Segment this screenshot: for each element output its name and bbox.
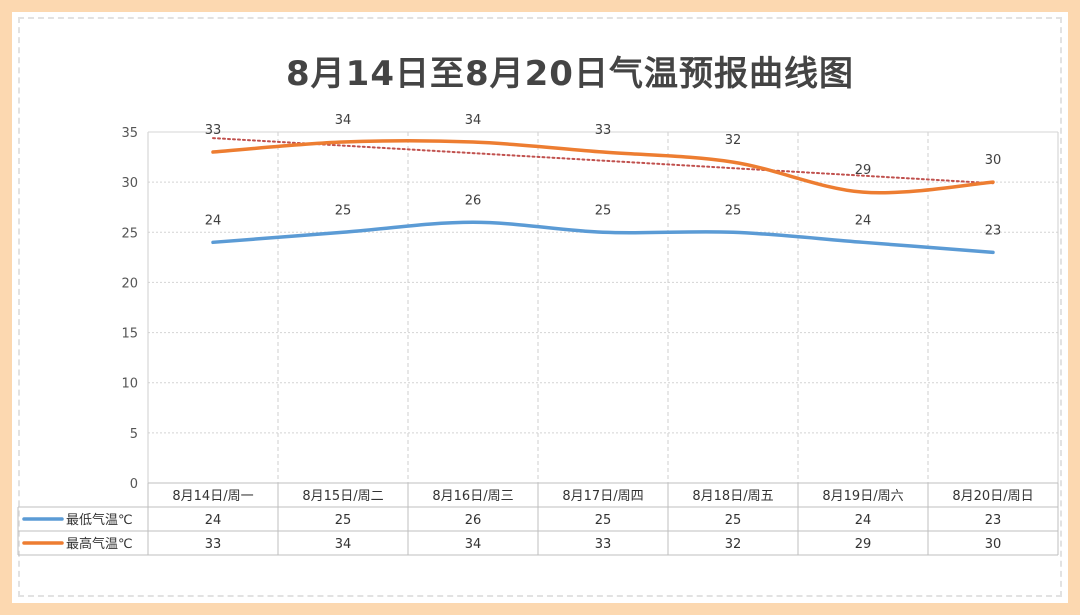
- x-tick-label: 8月18日/周五: [692, 489, 773, 504]
- series-line: [211, 139, 995, 195]
- chart-title: 8月14日至8月20日气温预报曲线图: [286, 54, 854, 94]
- series-lines: [211, 139, 995, 255]
- table-cell: 24: [855, 513, 872, 528]
- table-cell: 23: [985, 513, 1002, 528]
- table-cell: 32: [725, 537, 742, 552]
- data-labels: 24 25 26 25 25 24 23 33 34 34 33 32 29 30: [205, 113, 1002, 238]
- y-tick-label: 10: [121, 377, 138, 392]
- table-cell: 25: [725, 513, 742, 528]
- y-tick-label: 0: [130, 477, 138, 492]
- table-cell: 30: [985, 537, 1002, 552]
- axes: 0 5 10 15 20 25 30 35: [121, 126, 1058, 492]
- data-label: 33: [595, 123, 612, 138]
- x-tick-label: 8月20日/周日: [952, 489, 1033, 504]
- x-tick-label: 8月14日/周一: [172, 489, 253, 504]
- legend-label: 最低气温℃: [66, 512, 133, 528]
- trendline: [212, 137, 994, 185]
- data-label: 24: [205, 213, 222, 228]
- series-line: [211, 220, 995, 255]
- data-label: 33: [205, 123, 222, 138]
- table-cell: 34: [335, 537, 352, 552]
- data-label: 26: [465, 193, 482, 208]
- y-tick-label: 5: [130, 427, 138, 442]
- table-cell: 34: [465, 537, 482, 552]
- data-label: 32: [725, 133, 742, 148]
- data-label: 29: [855, 163, 872, 178]
- data-label: 34: [465, 113, 482, 128]
- x-tick-label: 8月19日/周六: [822, 489, 903, 504]
- y-tick-label: 20: [121, 276, 138, 291]
- table-cell: 33: [595, 537, 612, 552]
- x-tick-label: 8月17日/周四: [562, 489, 643, 504]
- trendline-group: [212, 137, 994, 185]
- y-tick-label: 25: [121, 226, 138, 241]
- table-cell: 29: [855, 537, 872, 552]
- data-label: 30: [985, 153, 1002, 168]
- chart-area-border: [18, 17, 1062, 597]
- y-tick-label: 35: [121, 126, 138, 141]
- table-cell: 24: [205, 513, 222, 528]
- data-label: 34: [335, 113, 352, 128]
- gridlines: [147, 131, 1059, 483]
- data-label: 24: [855, 213, 872, 228]
- data-label: 25: [595, 203, 612, 218]
- data-table: 8月14日/周一 8月15日/周二 8月16日/周三 8月17日/周四 8月18日/周五…: [17, 483, 1059, 556]
- y-tick-label: 15: [121, 327, 138, 342]
- data-label: 25: [725, 203, 742, 218]
- x-tick-label: 8月15日/周二: [302, 489, 383, 504]
- data-label: 23: [985, 223, 1002, 238]
- y-tick-label: 30: [121, 176, 138, 191]
- table-cell: 33: [205, 537, 222, 552]
- x-tick-label: 8月16日/周三: [432, 489, 513, 504]
- legend-label: 最高气温℃: [66, 536, 133, 552]
- table-cell: 25: [335, 513, 352, 528]
- table-cell: 25: [595, 513, 612, 528]
- table-cell: 26: [465, 513, 482, 528]
- data-label: 25: [335, 203, 352, 218]
